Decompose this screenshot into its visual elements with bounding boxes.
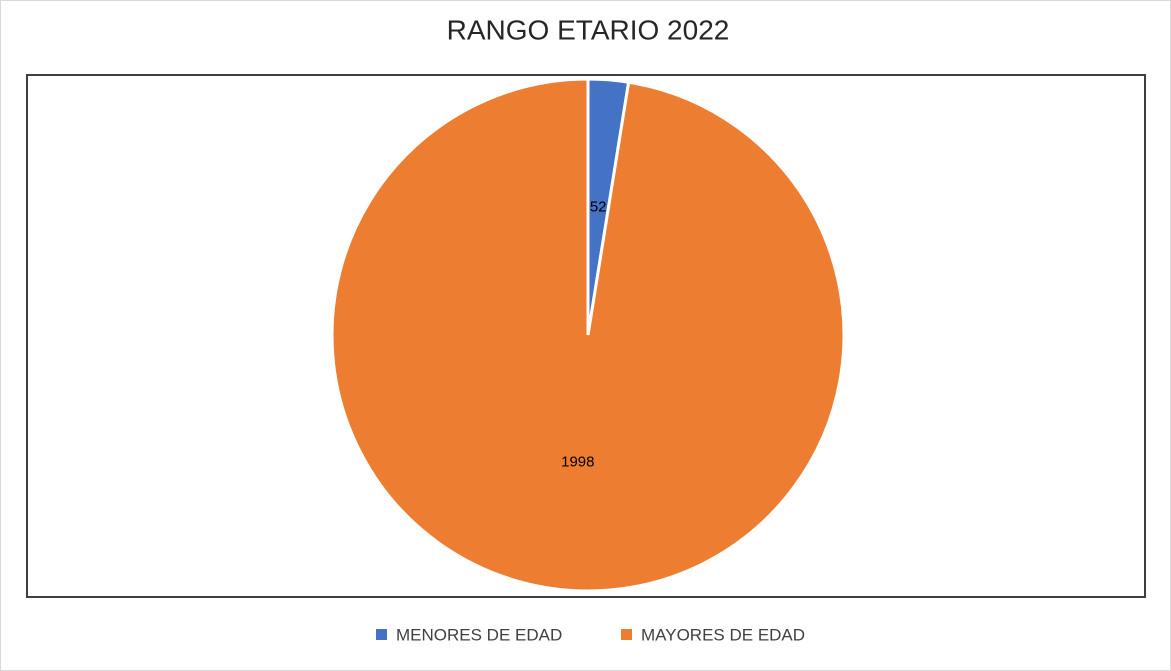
legend-label: MENORES DE EDAD xyxy=(396,625,562,644)
chart-title: RANGO ETARIO 2022 xyxy=(447,14,730,45)
legend-swatch xyxy=(376,629,387,640)
pie-slice xyxy=(330,77,846,593)
data-label: 1998 xyxy=(561,454,594,471)
legend-swatch xyxy=(621,629,632,640)
pie xyxy=(330,77,846,593)
legend: MENORES DE EDAD MAYORES DE EDAD xyxy=(376,625,805,644)
data-labels: 52 1998 xyxy=(561,198,606,470)
legend-label: MAYORES DE EDAD xyxy=(641,625,805,644)
data-label: 52 xyxy=(590,198,607,215)
